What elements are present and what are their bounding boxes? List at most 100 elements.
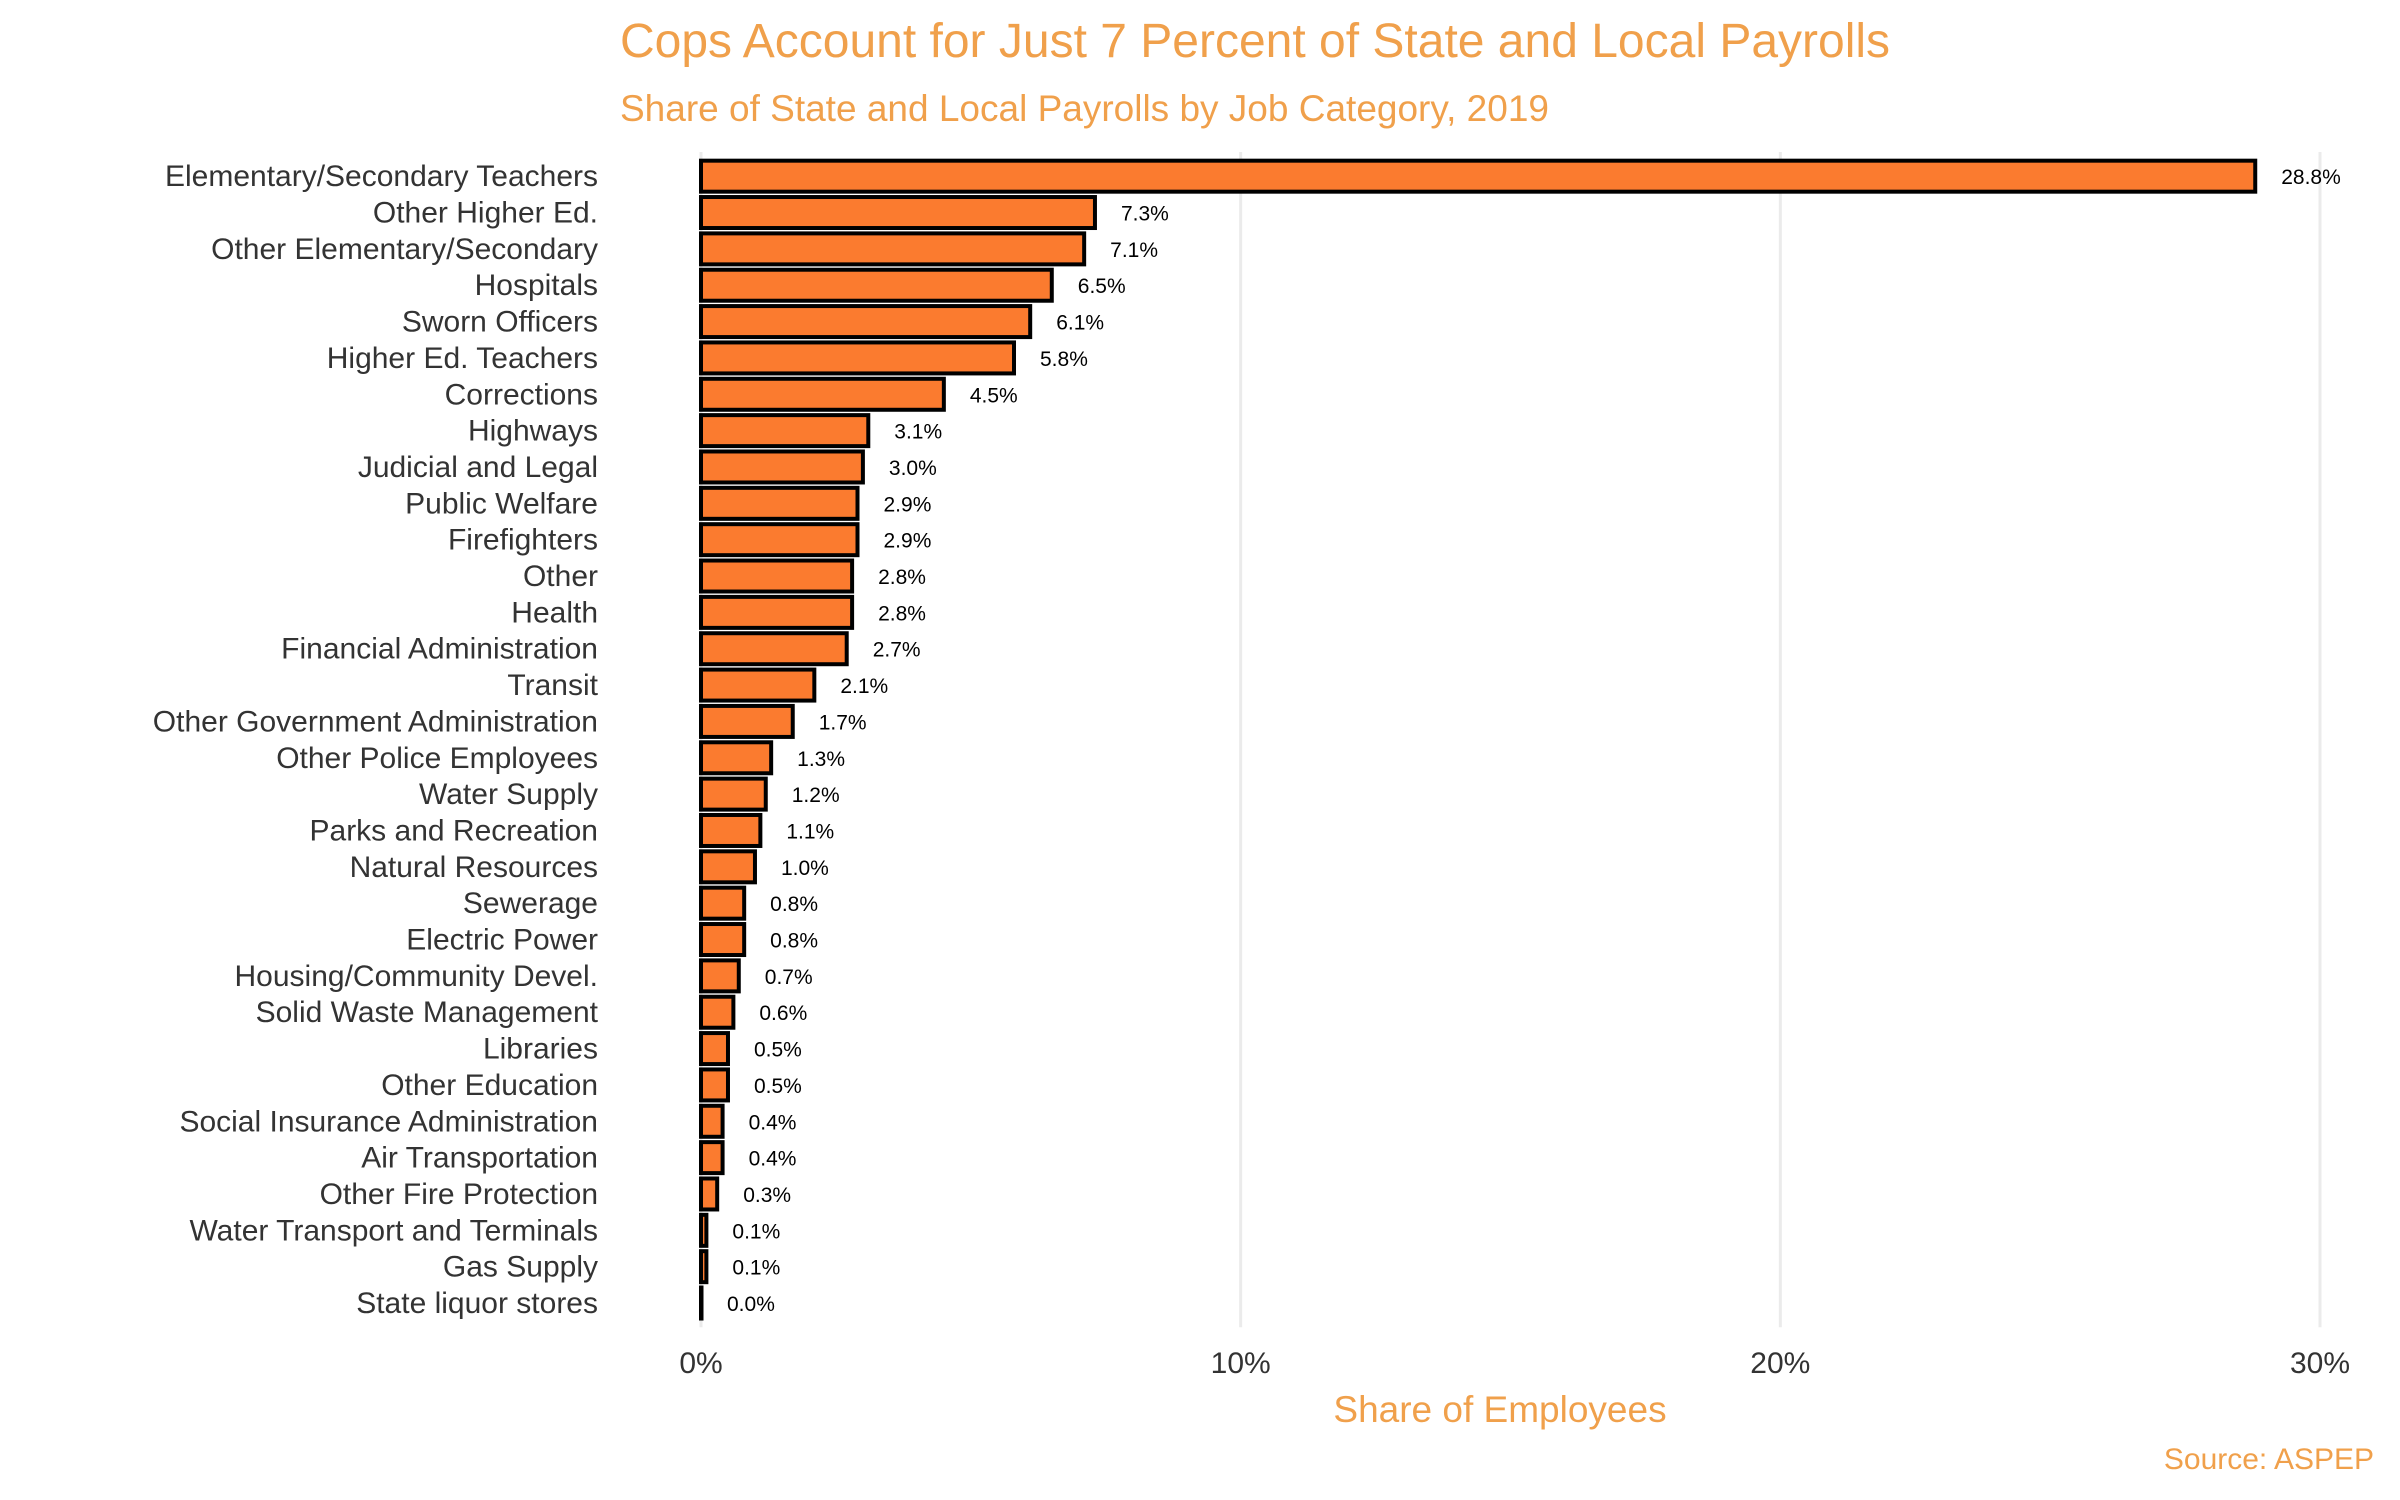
bar-16 — [699, 740, 774, 776]
bar-9 — [699, 485, 860, 521]
data-label-13: 2.7% — [873, 639, 921, 662]
y-tick-label-30: Gas Supply — [443, 1251, 598, 1284]
data-label-15: 1.7% — [819, 711, 867, 734]
data-label-28: 0.3% — [743, 1184, 791, 1207]
data-label-7: 3.1% — [894, 421, 942, 444]
y-tick-label-3: Hospitals — [475, 269, 598, 302]
y-tick-label-15: Other Government Administration — [153, 705, 598, 738]
bars — [699, 158, 2258, 1321]
data-label-14: 2.1% — [840, 675, 888, 698]
x-tick-label-1: 10% — [1211, 1347, 1271, 1380]
x-tick-label-2: 20% — [1750, 1347, 1810, 1380]
bar-15 — [699, 703, 795, 739]
y-tick-label-25: Other Education — [381, 1069, 598, 1102]
y-tick-label-28: Other Fire Protection — [320, 1178, 598, 1211]
data-label-31: 0.0% — [727, 1293, 775, 1316]
bar-18 — [699, 812, 763, 848]
y-tick-label-23: Solid Waste Management — [256, 996, 599, 1029]
data-label-3: 6.5% — [1078, 275, 1126, 298]
y-tick-label-20: Sewerage — [463, 887, 598, 920]
y-tick-label-22: Housing/Community Devel. — [235, 960, 598, 993]
data-label-27: 0.4% — [749, 1148, 797, 1171]
chart-title: Cops Account for Just 7 Percent of State… — [620, 15, 1891, 68]
bar-25 — [699, 1067, 730, 1103]
data-label-4: 6.1% — [1056, 312, 1104, 335]
y-tick-label-2: Other Elementary/Secondary — [211, 233, 598, 266]
data-label-30: 0.1% — [732, 1257, 780, 1280]
y-tick-label-19: Natural Resources — [350, 851, 598, 884]
bar-12 — [699, 594, 855, 630]
bar-6 — [699, 376, 946, 412]
bar-7 — [699, 413, 871, 449]
bar-23 — [699, 994, 736, 1030]
bar-31 — [699, 1285, 704, 1321]
data-label-26: 0.4% — [749, 1111, 797, 1134]
bar-29 — [699, 1212, 709, 1248]
x-tick-label-3: 30% — [2290, 1347, 2350, 1380]
bar-13 — [699, 631, 849, 667]
data-label-29: 0.1% — [732, 1220, 780, 1243]
bar-0 — [699, 158, 2258, 194]
data-label-23: 0.6% — [759, 1002, 807, 1025]
bar-22 — [699, 958, 741, 994]
data-label-19: 1.0% — [781, 857, 829, 880]
bar-4 — [699, 304, 1033, 340]
y-tick-label-7: Highways — [468, 415, 598, 448]
y-tick-label-12: Health — [511, 596, 598, 629]
x-tick-label-0: 0% — [679, 1347, 722, 1380]
data-label-24: 0.5% — [754, 1039, 802, 1062]
bar-11 — [699, 558, 855, 594]
y-tick-label-11: Other — [523, 560, 598, 593]
y-tick-label-14: Transit — [507, 669, 598, 702]
data-label-0: 28.8% — [2281, 166, 2341, 189]
data-label-25: 0.5% — [754, 1075, 802, 1098]
chart-subtitle: Share of State and Local Payrolls by Job… — [620, 88, 1549, 129]
bar-2 — [699, 231, 1087, 267]
x-axis: 0% 10% 20% 30% — [679, 1347, 2350, 1380]
data-label-9: 2.9% — [884, 493, 932, 516]
bar-3 — [699, 267, 1054, 303]
bar-24 — [699, 1031, 730, 1067]
y-tick-label-9: Public Welfare — [405, 487, 598, 520]
data-label-5: 5.8% — [1040, 348, 1088, 371]
bar-26 — [699, 1103, 725, 1139]
data-label-22: 0.7% — [765, 966, 813, 989]
data-label-18: 1.1% — [786, 820, 834, 843]
data-label-12: 2.8% — [878, 602, 926, 625]
y-tick-label-5: Higher Ed. Teachers — [327, 342, 598, 375]
chart-caption: Source: ASPEP — [2163, 1443, 2374, 1476]
bar-5 — [699, 340, 1017, 376]
y-axis: Elementary/Secondary Teachers Other Highe… — [153, 160, 599, 1320]
y-tick-label-21: Electric Power — [406, 924, 598, 957]
y-tick-label-8: Judicial and Legal — [358, 451, 598, 484]
bar-17 — [699, 776, 768, 812]
bar-10 — [699, 522, 860, 558]
bar-20 — [699, 885, 747, 921]
y-tick-label-10: Firefighters — [448, 524, 598, 557]
y-tick-label-29: Water Transport and Terminals — [189, 1214, 598, 1247]
y-tick-label-4: Sworn Officers — [402, 306, 598, 339]
bar-28 — [699, 1176, 720, 1212]
data-label-21: 0.8% — [770, 930, 818, 953]
bar-21 — [699, 922, 747, 958]
y-tick-label-16: Other Police Employees — [276, 742, 598, 775]
data-label-1: 7.3% — [1121, 203, 1169, 226]
y-tick-label-17: Water Supply — [419, 778, 598, 811]
y-tick-label-27: Air Transportation — [361, 1142, 598, 1175]
data-label-6: 4.5% — [970, 384, 1018, 407]
y-tick-label-0: Elementary/Secondary Teachers — [165, 160, 598, 193]
data-label-16: 1.3% — [797, 748, 845, 771]
y-tick-label-31: State liquor stores — [356, 1287, 598, 1320]
data-label-11: 2.8% — [878, 566, 926, 589]
y-tick-label-18: Parks and Recreation — [310, 814, 599, 847]
y-tick-label-26: Social Insurance Administration — [179, 1105, 598, 1138]
data-label-10: 2.9% — [884, 530, 932, 553]
data-label-8: 3.0% — [889, 457, 937, 480]
bar-19 — [699, 849, 757, 885]
bar-30 — [699, 1249, 709, 1285]
data-label-20: 0.8% — [770, 893, 818, 916]
y-tick-label-1: Other Higher Ed. — [373, 197, 598, 230]
data-label-2: 7.1% — [1110, 239, 1158, 262]
bar-8 — [699, 449, 865, 485]
